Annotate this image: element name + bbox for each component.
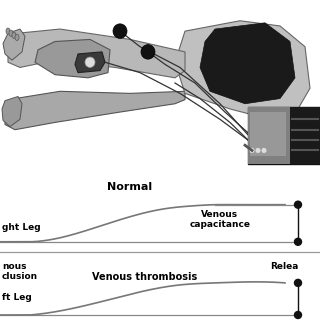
FancyBboxPatch shape [248, 107, 320, 164]
Text: ght Leg: ght Leg [2, 223, 41, 232]
Polygon shape [175, 21, 310, 119]
Text: Venous thrombosis: Venous thrombosis [92, 272, 198, 282]
Polygon shape [35, 39, 110, 78]
Circle shape [85, 57, 95, 68]
Text: Relea: Relea [270, 262, 298, 271]
Polygon shape [8, 29, 185, 78]
Text: clusion: clusion [2, 272, 38, 281]
Ellipse shape [6, 28, 10, 34]
Ellipse shape [15, 34, 19, 40]
Circle shape [255, 148, 260, 153]
Circle shape [113, 24, 127, 38]
Polygon shape [5, 91, 185, 130]
Circle shape [294, 279, 301, 286]
Circle shape [294, 238, 301, 245]
Text: Normal: Normal [108, 182, 153, 192]
Text: ft Leg: ft Leg [2, 293, 32, 302]
Text: Venous
capacitance: Venous capacitance [189, 210, 251, 229]
Circle shape [141, 44, 155, 59]
Polygon shape [75, 52, 105, 73]
Circle shape [294, 311, 301, 318]
Polygon shape [200, 23, 295, 104]
Ellipse shape [12, 32, 16, 38]
FancyBboxPatch shape [248, 107, 290, 164]
Polygon shape [2, 97, 22, 127]
Circle shape [261, 148, 267, 153]
Circle shape [250, 148, 254, 153]
FancyBboxPatch shape [250, 112, 286, 156]
Text: nous: nous [2, 262, 27, 271]
Ellipse shape [9, 30, 13, 36]
FancyBboxPatch shape [290, 107, 320, 164]
Polygon shape [3, 29, 25, 60]
Circle shape [294, 201, 301, 208]
